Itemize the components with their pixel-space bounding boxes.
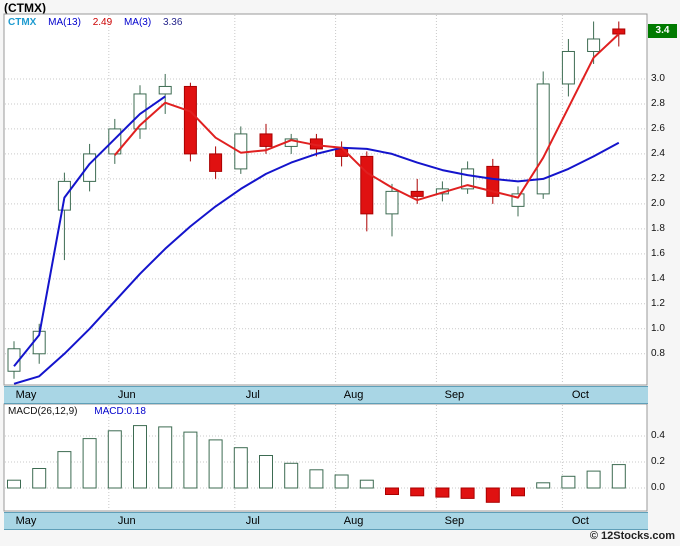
candle-body [158, 85, 172, 95]
ma13-legend-value: 2.49 [92, 17, 113, 28]
macd-bar [233, 447, 248, 489]
macd-plot-bg [4, 404, 647, 511]
candle-body [57, 180, 71, 211]
macd-bar [183, 431, 198, 489]
price-tick-label: 1.2 [651, 297, 665, 309]
watermark-copyright: © 12Stocks.com [589, 530, 675, 542]
price-chart-month-axis: May Jun Jul Aug Sep Oct [4, 386, 648, 404]
ma13-line [13, 141, 620, 385]
macd-bar [460, 487, 475, 499]
candle-body [83, 153, 97, 182]
month-label: Jun [117, 389, 136, 401]
macd-month-axis: May Jun Jul Aug Sep Oct [4, 512, 648, 530]
month-label: May [15, 389, 37, 401]
candle-body [587, 38, 601, 52]
price-tick-label: 1.6 [651, 247, 665, 259]
month-label: May [15, 515, 37, 527]
price-tick-label: 1.0 [651, 322, 665, 334]
ma3-legend-value: 3.36 [162, 17, 183, 28]
candle-body [385, 190, 399, 215]
macd-settings-label: MACD(26,12,9) [8, 406, 78, 417]
month-label: Jun [117, 515, 136, 527]
candle-body [561, 50, 575, 85]
month-label: Sep [444, 389, 465, 401]
candle-body [536, 83, 550, 195]
month-label: Sep [444, 515, 465, 527]
candle-body [360, 155, 374, 215]
price-plot-bg [4, 14, 647, 385]
candle-body [183, 85, 197, 155]
price-tick-label: 3.0 [651, 72, 665, 84]
price-tick-label: 2.8 [651, 97, 665, 109]
macd-bar [133, 425, 147, 489]
price-tick-label: 2.2 [651, 172, 665, 184]
macd-bar [586, 470, 601, 489]
ma13-fast-segment [13, 95, 166, 367]
macd-bar [32, 468, 47, 489]
macd-bar [410, 487, 425, 497]
candle-body [209, 153, 223, 172]
macd-bar [334, 474, 349, 489]
month-label: Oct [571, 515, 589, 527]
price-tick-label: 1.4 [651, 272, 665, 284]
macd-bar [385, 487, 399, 495]
macd-bar [309, 469, 324, 489]
macd-bar [511, 487, 525, 497]
page-title: (CTMX) [4, 1, 46, 15]
month-label: Jul [245, 515, 260, 527]
last-price-badge: 3.4 [648, 24, 677, 39]
macd-header: MACD(26,12,9) MACD:0.18 [8, 406, 146, 417]
macd-bar [284, 462, 299, 489]
macd-bar [485, 487, 500, 503]
ma3-legend-label: MA(3) [123, 17, 152, 28]
price-plot-border [3, 13, 648, 386]
ma3-line [114, 33, 620, 202]
ma13-legend-label: MA(13) [48, 17, 81, 28]
macd-bar [107, 430, 122, 489]
ticker-symbol-label: CTMX [8, 17, 37, 28]
candle-body [410, 190, 424, 197]
macd-tick-label: 0.2 [651, 456, 665, 467]
macd-bar [208, 439, 223, 489]
macd-tick-label: 0.4 [651, 430, 665, 441]
macd-bar [435, 487, 450, 498]
macd-tick-label: 0.0 [651, 482, 665, 493]
macd-bar [359, 479, 374, 489]
macd-bar [259, 455, 273, 489]
price-chart-legend: CTMX MA(13) 2.49 MA(3) 3.36 [8, 17, 191, 28]
macd-bar [7, 479, 21, 489]
price-tick-label: 1.8 [651, 222, 665, 234]
macd-current-value: MACD:0.18 [94, 406, 146, 417]
price-tick-label: 2.6 [651, 122, 665, 134]
macd-bar [82, 438, 97, 489]
candle-body [133, 93, 147, 130]
candle-body [259, 133, 273, 147]
price-tick-label: 2.0 [651, 197, 665, 209]
macd-bar [158, 426, 173, 489]
month-label: Aug [343, 389, 364, 401]
month-label: Jul [245, 389, 260, 401]
month-label: Oct [571, 389, 589, 401]
macd-bar [611, 464, 626, 489]
macd-bar [536, 482, 551, 489]
price-tick-label: 0.8 [651, 347, 665, 359]
macd-bar [57, 451, 72, 489]
candle-body [486, 165, 500, 197]
month-label: Aug [343, 515, 364, 527]
macd-bar [561, 475, 576, 489]
macd-plot-border [3, 403, 648, 512]
candle-body [612, 28, 626, 35]
price-tick-label: 2.4 [651, 147, 665, 159]
